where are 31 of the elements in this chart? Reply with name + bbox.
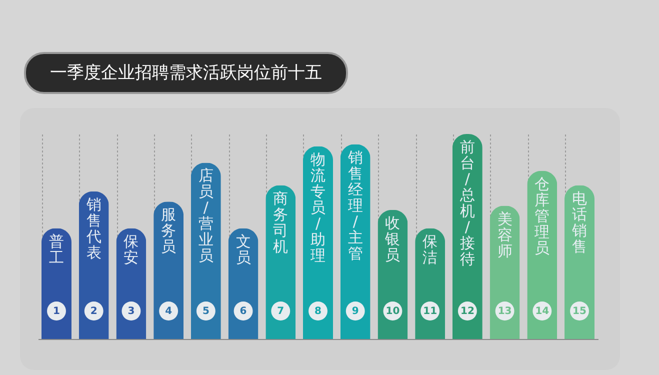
x-tick-label: 美容师	[497, 210, 512, 260]
x-tick-label: 普工	[48, 232, 64, 266]
annotation: 11	[423, 306, 438, 317]
x-tick-label: 销售代表	[85, 195, 102, 262]
annotation: 6	[240, 306, 247, 317]
x-tick-label: 物流专员/助理	[310, 150, 326, 264]
annotation: 7	[277, 306, 284, 317]
annotation: 14	[535, 306, 550, 317]
annotation: 4	[165, 306, 172, 317]
annotation: 10	[386, 306, 400, 317]
annotation: 8	[314, 306, 322, 317]
chart-title: 一季度企业招聘需求活跃岗位前十五	[24, 52, 348, 94]
x-tick-label: 前台/总机/接待	[458, 138, 475, 268]
annotation: 15	[572, 306, 587, 317]
annotation: 9	[352, 306, 359, 317]
annotation: 13	[498, 306, 512, 317]
annotation: 2	[90, 306, 98, 317]
x-tick-label: 保安	[124, 232, 139, 266]
x-tick-label: 收银员	[384, 214, 400, 264]
x-tick-label: 仓库管理员	[534, 174, 550, 257]
annotation: 3	[128, 306, 135, 317]
x-tick-label: 服务员	[161, 206, 176, 256]
x-tick-label: 商务司机	[273, 189, 288, 256]
annotation: 12	[460, 306, 474, 317]
annotation: 1	[53, 306, 60, 317]
x-tick-label: 电话销售	[571, 189, 588, 256]
annotation: 5	[202, 306, 210, 317]
x-tick-label: 销售经理/主管	[346, 148, 363, 262]
x-tick-label: 文员	[236, 232, 251, 266]
x-tick-label: 保洁	[422, 232, 438, 266]
x-tick-label: 店员/营业员	[198, 166, 214, 265]
